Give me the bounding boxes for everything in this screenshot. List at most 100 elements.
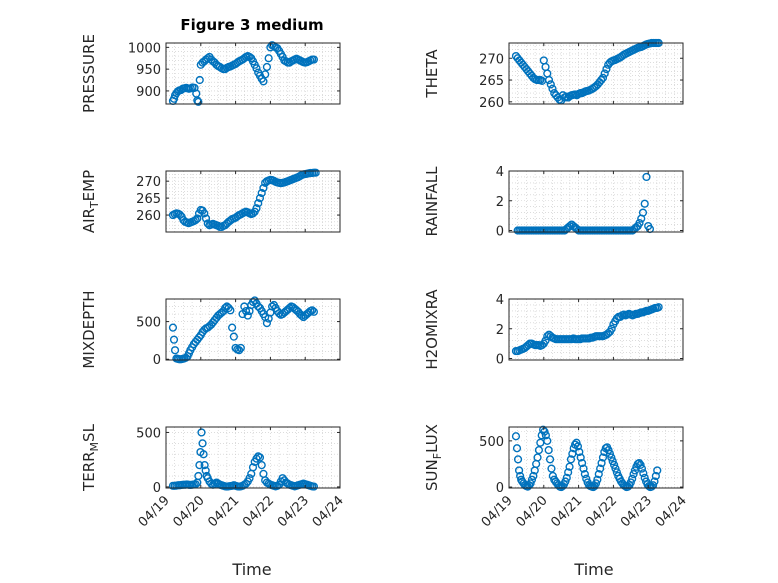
data-point [201, 214, 211, 223]
data-point [598, 453, 608, 462]
x-axis-label-right: Time [573, 560, 613, 579]
data-point [598, 73, 608, 82]
data-point [514, 466, 524, 475]
data-point [245, 474, 254, 483]
data-point [248, 463, 258, 472]
data-point [257, 188, 266, 198]
y-axis-label: TERRMSL [80, 423, 101, 492]
y-tick-label: 260 [479, 96, 504, 111]
data-point [254, 199, 263, 208]
y-axis-label: AIRTEMP [80, 170, 101, 233]
data-point [170, 346, 180, 355]
data-point [264, 54, 273, 63]
data-point [577, 458, 587, 468]
data-point [541, 431, 550, 440]
y-tick-label: 270 [136, 175, 161, 190]
data-point [635, 218, 644, 228]
y-tick-label: 500 [136, 316, 161, 331]
data-point [198, 439, 207, 448]
data-point [526, 479, 535, 488]
data-point [600, 69, 609, 78]
data-point [197, 428, 206, 437]
data-point [309, 307, 319, 316]
data-point [229, 332, 238, 341]
data-point [252, 204, 261, 213]
y-axis-label: SUNFLUX [423, 424, 444, 491]
data-point [255, 453, 265, 462]
data-point [548, 84, 557, 93]
data-point [252, 64, 261, 73]
data-point [640, 473, 649, 482]
y-tick-label: 500 [479, 435, 504, 450]
data-point [648, 481, 658, 490]
axes-box [508, 426, 684, 489]
data-point [612, 468, 621, 477]
data-point [544, 446, 553, 455]
axes-box [508, 298, 684, 361]
y-tick-label: 270 [479, 52, 504, 67]
data-point [540, 427, 549, 436]
data-point [309, 482, 319, 491]
data-point [561, 477, 570, 486]
data-point [236, 343, 245, 353]
data-point [562, 473, 571, 482]
data-point [243, 311, 252, 320]
y-tick-label: 265 [136, 192, 161, 207]
y-axis-label: THETA [423, 49, 441, 99]
data-point [651, 471, 660, 481]
data-point [259, 183, 268, 193]
data-point [637, 464, 647, 473]
y-tick-label: 0 [153, 481, 161, 496]
data-point [194, 471, 203, 481]
data-point [228, 323, 237, 332]
subplot-mixdepth: 0 500 MIXDEPTH [80, 290, 341, 369]
y-tick-label: 4 [496, 293, 504, 308]
data-point [605, 449, 615, 458]
y-tick-label: 0 [496, 225, 504, 240]
axes-box [508, 42, 684, 105]
axes-box [165, 426, 341, 489]
y-tick-label: 260 [136, 209, 161, 224]
subplot-h2omixra: 0 2 4 H2OMIXRA [423, 289, 684, 370]
data-point [565, 221, 575, 231]
data-point [607, 453, 616, 462]
y-tick-label: 0 [496, 353, 504, 368]
data-point [512, 444, 522, 453]
data-point [596, 464, 605, 473]
data-point [639, 469, 648, 478]
data-point [297, 311, 306, 320]
subplot-pressure: 900 950 1000 PRESSURE [80, 34, 341, 113]
data-point [195, 461, 204, 470]
data-point [169, 335, 179, 344]
data-point [252, 454, 261, 463]
data-point [255, 194, 265, 203]
data-point [527, 475, 537, 484]
data-point [642, 172, 651, 182]
data-point [591, 479, 601, 488]
data-point [199, 450, 208, 459]
data-point [604, 446, 613, 455]
data-point [193, 214, 202, 223]
data-point [241, 306, 251, 316]
data-point [226, 306, 235, 315]
subplot-rainfall: 0 2 4 RAINFALL [423, 165, 684, 240]
data-point [593, 475, 602, 484]
data-point [611, 464, 620, 473]
data-point [308, 306, 317, 315]
data-point [597, 458, 606, 468]
data-point [234, 346, 244, 355]
data-point [594, 470, 603, 479]
subplot-air-temp: 260 265 270 AIRTEMP [80, 168, 341, 233]
y-axis-label: RAINFALL [423, 166, 441, 237]
data-point [628, 474, 637, 483]
figure-title: Figure 3 medium [180, 16, 323, 34]
data-point [543, 332, 552, 341]
y-tick-label: 0 [496, 481, 504, 496]
data-point [511, 432, 521, 441]
data-point [653, 466, 662, 475]
data-point [224, 303, 233, 313]
data-point [513, 455, 523, 464]
axes-box [165, 298, 341, 361]
data-point [547, 464, 556, 473]
